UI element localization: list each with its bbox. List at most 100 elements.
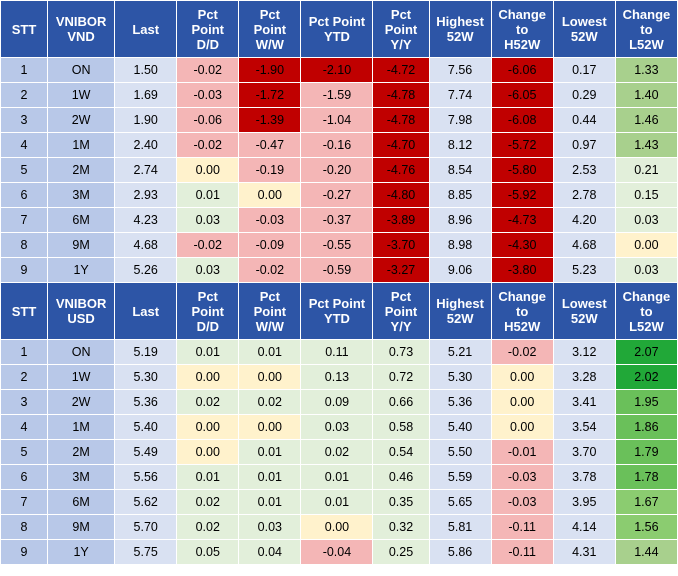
table-row: 3 2W 5.36 0.02 0.02 0.09 0.66 5.36 0.00 3.41 1.95 <box>0 389 678 415</box>
stt-cell: 8 <box>0 514 49 540</box>
last-cell: 2.40 <box>114 132 178 158</box>
stt-cell: 6 <box>0 182 49 208</box>
pct-dd-cell: -0.06 <box>176 107 240 133</box>
table-row: 2 1W 1.69 -0.03 -1.72 -1.59 -4.78 7.74 -6.05 0.29… <box>0 82 678 108</box>
pct-dd-cell: 0.00 <box>176 157 240 183</box>
vnd-header-row: STT VNIBOR VND Last Pct Point D/D Pct Point … <box>0 0 678 58</box>
change-l52w-cell: 1.44 <box>614 539 678 565</box>
pct-ytd-cell: 0.13 <box>300 364 374 390</box>
highest-52w-cell: 5.86 <box>428 539 492 565</box>
highest-52w-cell: 5.36 <box>428 389 492 415</box>
last-cell: 1.90 <box>114 107 178 133</box>
pct-ww-cell: 0.01 <box>238 339 302 365</box>
stt-cell: 6 <box>0 464 49 490</box>
tenor-cell: 2W <box>47 107 116 133</box>
tenor-cell: 9M <box>47 232 116 258</box>
tenor-cell: ON <box>47 339 116 365</box>
lowest-52w-cell: 3.28 <box>552 364 616 390</box>
pct-ww-cell: 0.00 <box>238 182 302 208</box>
pct-yy-cell: 0.32 <box>372 514 430 540</box>
pct-yy-cell: -4.70 <box>372 132 430 158</box>
tenor-cell: 2W <box>47 389 116 415</box>
change-l52w-cell: 0.15 <box>614 182 678 208</box>
pct-ww-cell: -0.19 <box>238 157 302 183</box>
last-cell: 5.56 <box>114 464 178 490</box>
table-row: 8 9M 4.68 -0.02 -0.09 -0.55 -3.70 8.98 -4.30 4.68… <box>0 232 678 258</box>
change-l52w-cell: 0.21 <box>614 157 678 183</box>
change-l52w-cell: 1.56 <box>614 514 678 540</box>
pct-yy-cell: 0.73 <box>372 339 430 365</box>
tenor-cell: 2M <box>47 157 116 183</box>
last-cell: 5.30 <box>114 364 178 390</box>
last-cell: 5.75 <box>114 539 178 565</box>
pct-ww-header: Pct Point W/W <box>238 0 302 58</box>
change-l52w-cell: 1.95 <box>614 389 678 415</box>
pct-dd-cell: -0.02 <box>176 57 240 83</box>
highest-52w-cell: 7.56 <box>428 57 492 83</box>
change-h52w-cell: -4.30 <box>490 232 554 258</box>
lowest-52w-cell: 2.78 <box>552 182 616 208</box>
pct-dd-cell: 0.01 <box>176 339 240 365</box>
highest-52w-cell: 5.40 <box>428 414 492 440</box>
highest-52w-cell: 8.12 <box>428 132 492 158</box>
pct-yy-cell: 0.25 <box>372 539 430 565</box>
table-row: 6 3M 2.93 0.01 0.00 -0.27 -4.80 8.85 -5.92 2.78 0.… <box>0 182 678 208</box>
last-cell: 5.19 <box>114 339 178 365</box>
last-cell: 5.70 <box>114 514 178 540</box>
change-h52w-cell: -0.02 <box>490 339 554 365</box>
change-l52w-cell: 0.00 <box>614 232 678 258</box>
change-h52w-cell: -6.08 <box>490 107 554 133</box>
stt-cell: 2 <box>0 364 49 390</box>
change-l52w-cell: 1.43 <box>614 132 678 158</box>
change-h52w-cell: -6.05 <box>490 82 554 108</box>
lowest-52w-cell: 0.97 <box>552 132 616 158</box>
tenor-cell: 9M <box>47 514 116 540</box>
pct-ytd-cell: -0.16 <box>300 132 374 158</box>
pct-yy-cell: -4.80 <box>372 182 430 208</box>
change-h52w-cell: 0.00 <box>490 364 554 390</box>
usd-header-row: STT VNIBOR USD Last Pct Point D/D Pct Point … <box>0 282 678 340</box>
pct-ytd-cell: -2.10 <box>300 57 374 83</box>
pct-ww-cell: -1.72 <box>238 82 302 108</box>
table-row: 7 6M 5.62 0.02 0.01 0.01 0.35 5.65 -0.03 3.95 1.67 <box>0 489 678 515</box>
lowest-52w-cell: 4.31 <box>552 539 616 565</box>
pct-dd-cell: 0.03 <box>176 207 240 233</box>
table-row: 9 1Y 5.26 0.03 -0.02 -0.59 -3.27 9.06 -3.80 5.23 0… <box>0 257 678 283</box>
table-row: 1 ON 1.50 -0.02 -1.90 -2.10 -4.72 7.56 -6.06 0.17… <box>0 57 678 83</box>
lowest-52w-cell: 2.53 <box>552 157 616 183</box>
stt-cell: 9 <box>0 257 49 283</box>
pct-yy-cell: -3.27 <box>372 257 430 283</box>
change-l52w-header: Change to L52W <box>614 0 678 58</box>
stt-cell: 1 <box>0 57 49 83</box>
pct-ytd-cell: 0.01 <box>300 464 374 490</box>
highest-52w-header: Highest 52W <box>428 282 492 340</box>
pct-dd-cell: 0.01 <box>176 182 240 208</box>
change-h52w-cell: -5.80 <box>490 157 554 183</box>
pct-dd-cell: -0.02 <box>176 132 240 158</box>
pct-ww-cell: -0.02 <box>238 257 302 283</box>
table-row: 7 6M 4.23 0.03 -0.03 -0.37 -3.89 8.96 -4.73 4.20 0… <box>0 207 678 233</box>
change-l52w-cell: 0.03 <box>614 257 678 283</box>
stt-header: STT <box>0 0 49 58</box>
stt-cell: 3 <box>0 389 49 415</box>
tenor-cell: 6M <box>47 207 116 233</box>
stt-cell: 7 <box>0 207 49 233</box>
pct-yy-cell: 0.46 <box>372 464 430 490</box>
change-l52w-cell: 1.33 <box>614 57 678 83</box>
pct-yy-cell: -4.78 <box>372 82 430 108</box>
pct-ww-cell: -1.90 <box>238 57 302 83</box>
stt-cell: 7 <box>0 489 49 515</box>
last-cell: 2.93 <box>114 182 178 208</box>
pct-dd-header: Pct Point D/D <box>176 282 240 340</box>
stt-cell: 3 <box>0 107 49 133</box>
last-cell: 5.26 <box>114 257 178 283</box>
lowest-52w-cell: 3.54 <box>552 414 616 440</box>
change-h52w-cell: -0.11 <box>490 514 554 540</box>
last-cell: 5.36 <box>114 389 178 415</box>
last-cell: 5.49 <box>114 439 178 465</box>
pct-ytd-cell: -0.20 <box>300 157 374 183</box>
change-h52w-cell: -6.06 <box>490 57 554 83</box>
last-cell: 5.62 <box>114 489 178 515</box>
change-l52w-cell: 2.02 <box>614 364 678 390</box>
tenor-cell: 1M <box>47 414 116 440</box>
